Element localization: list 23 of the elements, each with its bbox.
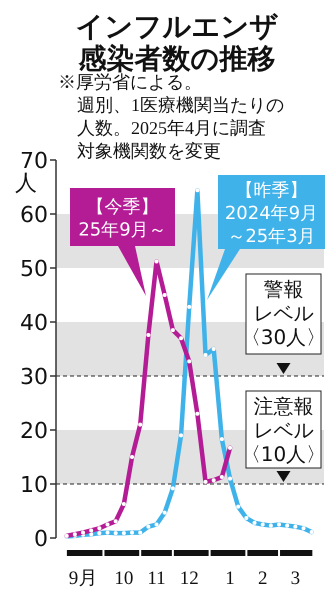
x-tick-label: 3	[290, 568, 300, 589]
ref-line-label: 注意報レベル〈10人〉	[240, 394, 326, 466]
series-label: 【昨季】2024年9月～25年3月	[224, 180, 318, 247]
y-tick-label: 30	[20, 364, 48, 390]
y-tick-label: 70	[20, 148, 48, 174]
line-series	[64, 259, 232, 538]
x-tick-label: 11	[147, 568, 166, 589]
ref-line-label: 警報レベル〈30人〉	[240, 277, 326, 349]
x-tick-label: 10	[114, 568, 134, 589]
y-tick-label: 0	[34, 526, 48, 552]
text: ※厚労省による。	[58, 72, 202, 92]
y-tick-label: 50	[20, 256, 48, 282]
x-tick-label: 1	[225, 568, 235, 589]
y-axis-title: 人	[15, 171, 37, 196]
y-tick-label: 20	[20, 418, 48, 444]
x-tick-label: 12	[180, 568, 199, 589]
x-tick-label: 2	[258, 568, 268, 589]
y-tick-label: 10	[20, 472, 48, 498]
x-tick-label: 9月	[68, 568, 98, 589]
y-tick-label: 40	[20, 310, 48, 336]
y-tick-label: 60	[20, 202, 48, 228]
series-label: 【今季】25年9月～	[78, 196, 167, 240]
annotation: 週別、1医療機関当たりの人数。2025年4月に調査対象機関数を変更	[77, 95, 284, 161]
